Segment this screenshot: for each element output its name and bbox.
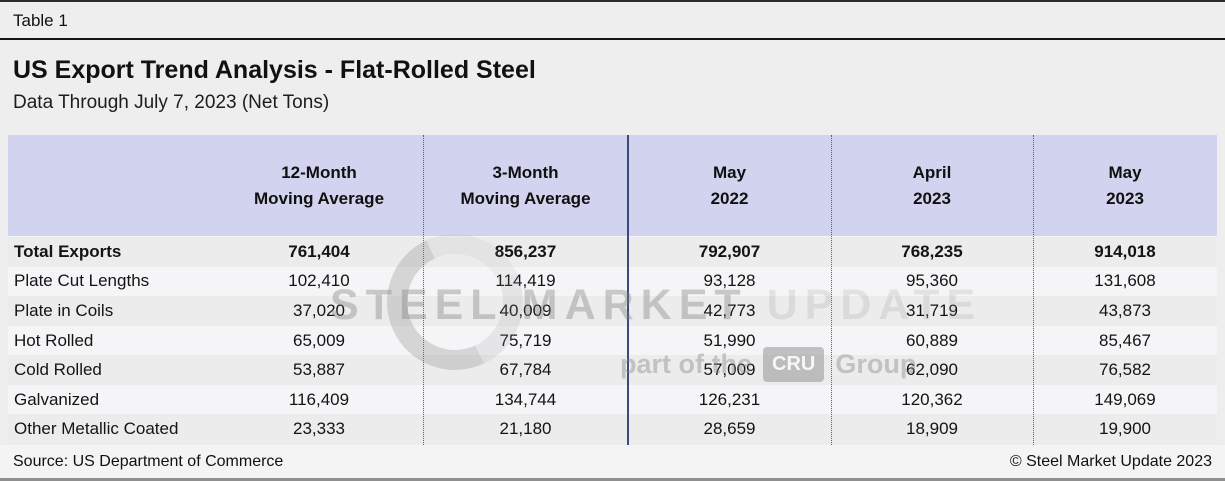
copyright-note: © Steel Market Update 2023 [1009,452,1212,470]
value-cell: 51,990 [703,330,756,350]
header-cell: May 2022 [710,162,749,208]
value-cell: 914,018 [1094,241,1156,261]
column-separator-dotted [423,135,424,445]
row-label: Hot Rolled [14,330,94,350]
value-cell: 85,467 [1099,330,1151,350]
value-cell: 75,719 [499,330,552,350]
column-separator-dotted [831,135,832,445]
footer: Source: US Department of Commerce © Stee… [0,445,1225,481]
value-cell: 19,900 [1099,419,1151,439]
page-subtitle: Data Through July 7, 2023 (Net Tons) [13,92,330,113]
value-cell: 768,235 [901,241,963,261]
value-cell: 149,069 [1094,389,1156,409]
row-label: Plate Cut Lengths [14,271,150,291]
row-label: Plate in Coils [14,300,114,320]
column-separator-solid [627,135,629,445]
header-cell: 3-Month Moving Average [460,162,591,208]
value-cell: 42,773 [703,300,756,320]
value-cell: 43,873 [1099,300,1151,320]
value-cell: 95,360 [906,271,958,291]
value-cell: 126,231 [698,389,761,409]
row-label: Other Metallic Coated [14,419,179,439]
value-cell: 28,659 [703,419,756,439]
value-cell: 116,409 [288,389,350,409]
column-separator-dotted [1033,135,1034,445]
value-cell: 761,404 [288,241,350,261]
table-header-row: 12-Month Moving Average 3-Month Moving Aver… [8,135,1217,237]
value-cell: 60,889 [906,330,958,350]
row-label: Total Exports [14,241,122,261]
value-cell: 37,020 [293,300,345,320]
row-label: Cold Rolled [14,360,102,380]
table-row: Plate Cut Lengths 102,410 114,419 93,128 95,… [8,266,1217,297]
value-cell: 102,410 [288,271,350,291]
table-row: Hot Rolled 65,009 75,719 51,990 60,889 85,467 [8,325,1217,356]
value-cell: 23,333 [293,419,345,439]
table-number-label: Table 1 [0,2,1225,40]
table-row: Cold Rolled 53,887 67,784 57,009 62,090 76,58… [8,355,1217,385]
value-cell: 65,009 [293,330,345,350]
page-title: US Export Trend Analysis - Flat-Rolled S… [13,56,536,84]
value-cell: 18,909 [906,419,958,439]
table-body: Total Exports 761,404 856,237 792,907 768,23… [8,237,1217,445]
table-row: Total Exports 761,404 856,237 792,907 768,23… [8,237,1217,267]
value-cell: 76,582 [1099,360,1151,380]
value-cell: 57,009 [703,360,756,380]
value-cell: 53,887 [293,360,345,380]
table-row: Plate in Coils 37,020 40,009 42,773 31,719 43… [8,296,1217,326]
value-cell: 114,419 [495,271,556,291]
table-row: Other Metallic Coated 23,333 21,180 28,659 1… [8,414,1217,445]
title-block: US Export Trend Analysis - Flat-Rolled S… [0,40,1225,114]
value-cell: 62,090 [906,360,958,380]
table-row: Galvanized 116,409 134,744 126,231 120,362 14… [8,384,1217,415]
value-cell: 21,180 [499,419,552,439]
row-label: Galvanized [14,389,100,409]
value-cell: 134,744 [494,389,557,409]
source-note: Source: US Department of Commerce [13,452,284,470]
value-cell: 856,237 [494,241,557,261]
value-cell: 792,907 [698,241,761,261]
export-data-table: 12-Month Moving Average 3-Month Moving Aver… [8,135,1217,445]
value-cell: 93,128 [703,271,756,291]
value-cell: 131,608 [1094,271,1156,291]
value-cell: 31,719 [906,300,958,320]
value-cell: 40,009 [499,300,552,320]
value-cell: 67,784 [499,360,552,380]
header-cell: May 2023 [1106,162,1144,208]
header-cell: 12-Month Moving Average [253,162,385,208]
value-cell: 120,362 [901,389,963,409]
header-cell: April 2023 [912,162,952,208]
